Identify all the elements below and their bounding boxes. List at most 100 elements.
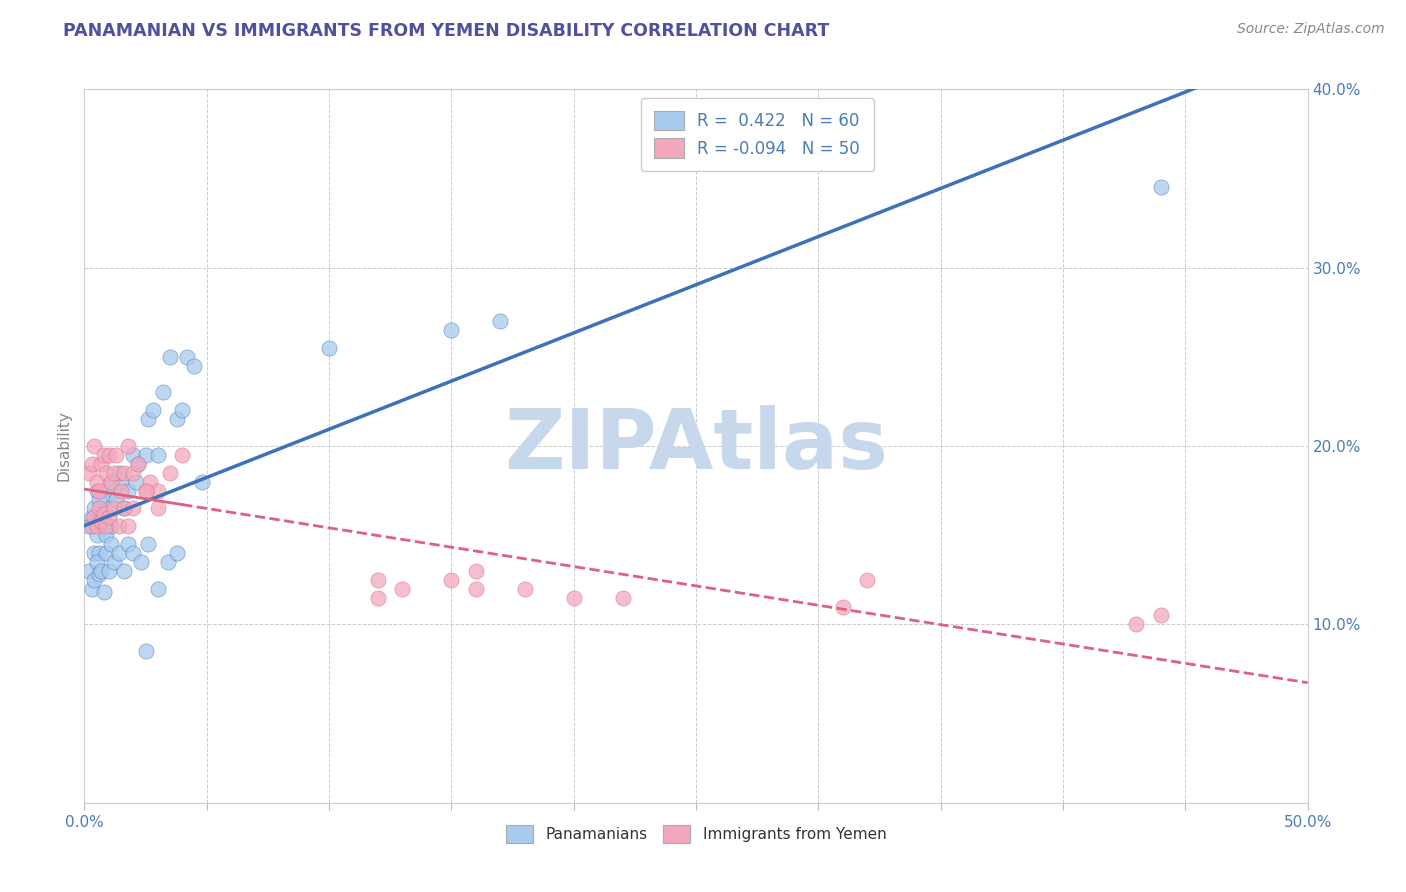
Point xyxy=(103,555,125,569)
Point xyxy=(80,582,103,596)
Point xyxy=(80,510,103,524)
Point xyxy=(125,475,148,489)
Point xyxy=(103,466,125,480)
Point xyxy=(122,466,145,480)
Point xyxy=(856,573,879,587)
Point xyxy=(135,483,157,498)
Point xyxy=(139,475,162,489)
Point xyxy=(440,323,463,337)
Point xyxy=(112,501,135,516)
Point xyxy=(90,564,112,578)
Point xyxy=(440,573,463,587)
Point xyxy=(77,519,100,533)
Point xyxy=(103,483,125,498)
Point xyxy=(562,591,585,605)
Text: PANAMANIAN VS IMMIGRANTS FROM YEMEN DISABILITY CORRELATION CHART: PANAMANIAN VS IMMIGRANTS FROM YEMEN DISA… xyxy=(63,22,830,40)
Point xyxy=(97,448,120,462)
Point xyxy=(172,448,194,462)
Point xyxy=(83,439,105,453)
Point xyxy=(135,483,157,498)
Point xyxy=(122,448,145,462)
Point xyxy=(318,341,340,355)
Point xyxy=(176,350,198,364)
Point xyxy=(93,448,115,462)
Point xyxy=(159,466,181,480)
Point xyxy=(513,582,536,596)
Point xyxy=(367,591,389,605)
Text: Source: ZipAtlas.com: Source: ZipAtlas.com xyxy=(1237,22,1385,37)
Point xyxy=(146,582,169,596)
Point xyxy=(100,475,122,489)
Point xyxy=(127,457,149,471)
Point xyxy=(129,555,152,569)
Point xyxy=(90,514,112,528)
Point xyxy=(117,519,139,533)
Point xyxy=(127,457,149,471)
Point xyxy=(1150,180,1173,194)
Point xyxy=(146,448,169,462)
Point xyxy=(464,564,486,578)
Y-axis label: Disability: Disability xyxy=(56,410,72,482)
Point xyxy=(80,457,103,471)
Point xyxy=(391,582,413,596)
Point xyxy=(146,501,169,516)
Point xyxy=(87,501,110,516)
Point xyxy=(112,501,135,516)
Point xyxy=(464,582,486,596)
Point xyxy=(1125,617,1147,632)
Point xyxy=(166,412,188,426)
Point xyxy=(97,510,120,524)
Point xyxy=(191,475,214,489)
Point xyxy=(83,510,105,524)
Point xyxy=(86,475,108,489)
Point xyxy=(97,501,120,516)
Point xyxy=(152,385,174,400)
Point xyxy=(612,591,634,605)
Point xyxy=(77,564,100,578)
Point xyxy=(107,519,129,533)
Point xyxy=(103,501,125,516)
Point xyxy=(112,564,135,578)
Point xyxy=(87,546,110,560)
Point xyxy=(110,475,132,489)
Point xyxy=(96,519,118,533)
Point xyxy=(93,585,115,599)
Point xyxy=(831,599,853,614)
Point xyxy=(146,483,169,498)
Point xyxy=(87,492,110,507)
Point xyxy=(135,644,157,658)
Point xyxy=(80,519,103,533)
Point xyxy=(86,483,108,498)
Point xyxy=(112,466,135,480)
Point xyxy=(83,501,105,516)
Point xyxy=(96,546,118,560)
Point xyxy=(93,492,115,507)
Point xyxy=(1150,608,1173,623)
Point xyxy=(87,483,110,498)
Point xyxy=(86,555,108,569)
Point xyxy=(122,501,145,516)
Text: ZIPAtlas: ZIPAtlas xyxy=(503,406,889,486)
Point xyxy=(93,507,115,521)
Point xyxy=(122,546,145,560)
Point xyxy=(86,528,108,542)
Point xyxy=(142,403,165,417)
Point xyxy=(117,439,139,453)
Point xyxy=(107,466,129,480)
Point xyxy=(489,314,512,328)
Point xyxy=(105,492,128,507)
Point xyxy=(107,546,129,560)
Point xyxy=(117,537,139,551)
Point xyxy=(93,519,115,533)
Point xyxy=(97,478,120,492)
Point xyxy=(159,350,181,364)
Point xyxy=(136,537,159,551)
Point xyxy=(172,403,194,417)
Point xyxy=(166,546,188,560)
Point xyxy=(105,448,128,462)
Point xyxy=(86,519,108,533)
Point xyxy=(110,483,132,498)
Point xyxy=(100,519,122,533)
Point xyxy=(117,483,139,498)
Point xyxy=(90,510,112,524)
